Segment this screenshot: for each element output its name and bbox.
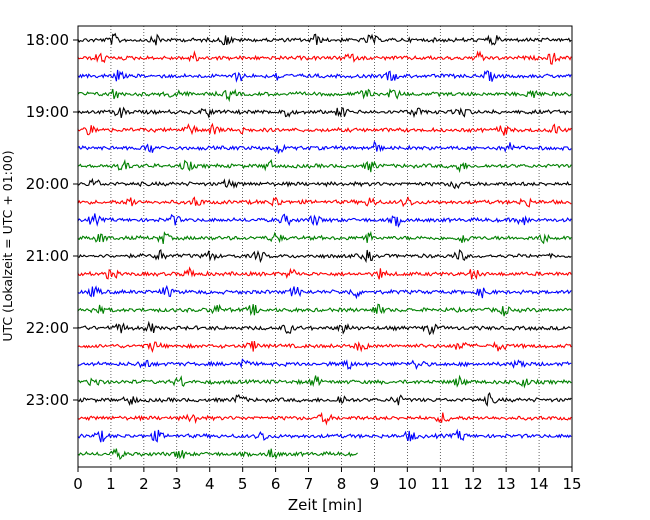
trace-line: [77, 358, 572, 370]
plot-frame: [77, 25, 573, 468]
x-tick-label: 2: [139, 475, 149, 493]
x-tick-label: 8: [337, 475, 347, 493]
x-tick-label: 9: [370, 475, 380, 493]
trace-line: [77, 50, 572, 65]
x-tick-label: 15: [562, 475, 581, 493]
x-tick-label: 12: [464, 475, 483, 493]
trace-line: [77, 340, 572, 354]
x-tick-label: 0: [73, 475, 83, 493]
trace-line: [77, 32, 572, 46]
x-tick-label: 7: [304, 475, 314, 493]
y-tick-label: 22:00: [26, 319, 69, 337]
x-axis-label: Zeit [min]: [288, 496, 362, 514]
trace-line: [77, 448, 358, 461]
trace-line: [77, 213, 572, 228]
y-tick-label: 18:00: [26, 31, 69, 49]
trace-line: [77, 249, 572, 264]
y-tick-label: 19:00: [26, 103, 69, 121]
trace-line: [77, 158, 572, 174]
trace-line: [77, 391, 572, 407]
y-tick-label: 21:00: [26, 247, 69, 265]
trace-line: [77, 140, 572, 154]
trace-line: [77, 266, 572, 280]
x-tick-label: 3: [172, 475, 182, 493]
trace-line: [77, 411, 572, 426]
trace-line: [77, 106, 572, 119]
x-tick-label: 1: [106, 475, 116, 493]
x-tick-label: 4: [205, 475, 215, 493]
trace-line: [77, 69, 572, 83]
trace-line: [77, 374, 572, 389]
x-tick-label: 14: [530, 475, 549, 493]
trace-line: [77, 320, 572, 336]
y-axis: 18:00 19:00 20:00 21:00 22:00 23:00: [26, 31, 78, 409]
x-tick-label: 11: [431, 475, 450, 493]
x-tick-label: 13: [497, 475, 516, 493]
y-tick-label: 20:00: [26, 175, 69, 193]
x-axis: 0 1 2 3 4 5 6 7 8 9 10 11 12 13 14 15: [73, 467, 582, 493]
x-tick-label: 10: [398, 475, 417, 493]
trace-line: [77, 230, 572, 245]
trace-series: [77, 32, 572, 461]
x-tick-label: 5: [238, 475, 248, 493]
y-tick-label: 23:00: [26, 391, 69, 409]
y-axis-label: UTC (Lokalzeit = UTC + 01:00): [0, 150, 15, 341]
trace-line: [77, 177, 572, 190]
trace-line: [77, 303, 572, 317]
trace-line: [77, 88, 572, 103]
x-tick-label: 6: [271, 475, 281, 493]
trace-line: [77, 196, 572, 208]
trace-line: [77, 122, 572, 136]
trace-line: [77, 428, 572, 443]
trace-line: [77, 284, 572, 300]
